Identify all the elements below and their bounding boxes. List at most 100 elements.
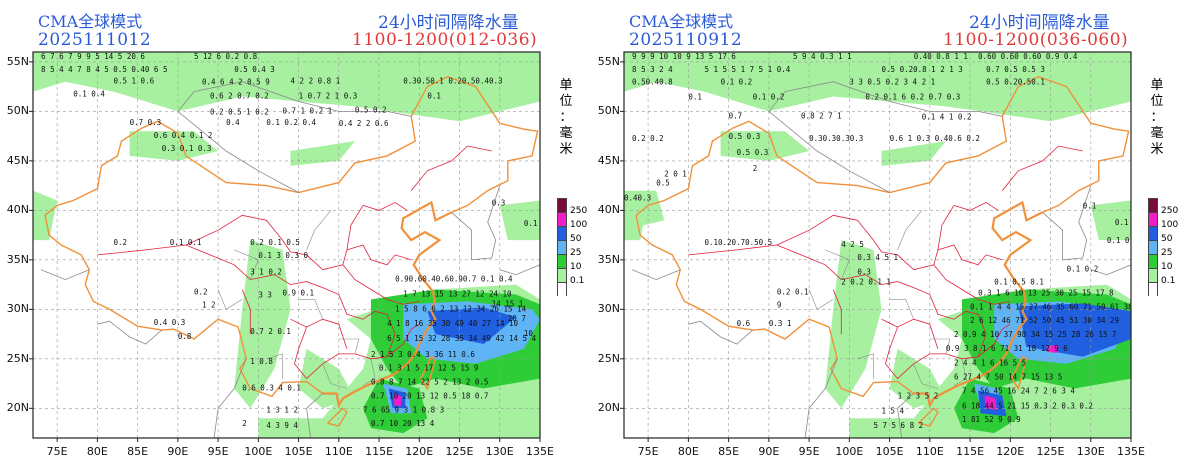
coastline [913, 200, 1043, 409]
precip-value: 0.3 [857, 268, 871, 277]
init-time: 2025110912 [629, 30, 743, 50]
legend-swatch [557, 254, 567, 268]
lat-label: 55N [597, 54, 620, 68]
lon-label: 115E [365, 445, 394, 458]
precip-value: 7 6 65 9 3 1 0.8 3 [363, 405, 444, 414]
precip-value: 9 9 9 10 10 9 13 5 17 6 [632, 52, 736, 61]
province-border [346, 205, 364, 250]
precip-value: 0.7 10 20 13 4 [371, 419, 435, 428]
precip-value: 0.7 2 0.1 [250, 327, 291, 336]
legend-swatch [1148, 226, 1158, 240]
model-name: CMA全球模式 [629, 12, 734, 31]
lon-label: 110E [324, 445, 353, 458]
province-border [185, 214, 283, 246]
precip-value: 2 4 4 1 6 16 5 5 [954, 359, 1026, 368]
precip-value: 0.5 0.2 [355, 105, 387, 114]
country-border [688, 320, 754, 345]
district-border [322, 363, 347, 389]
map-frame [623, 51, 1132, 439]
province-border [937, 244, 1003, 266]
precip-value: 2 0 1 [664, 170, 687, 179]
precip-value: 0.1 0.3 [524, 219, 556, 228]
country-border [631, 269, 681, 281]
national-border [44, 75, 539, 216]
lon-label: 135E [526, 445, 554, 458]
lat-label: 50N [6, 104, 29, 118]
national-border [635, 215, 915, 398]
lon-label: 120E [405, 445, 434, 458]
precip-value: 0.2 0.1 [777, 287, 809, 296]
district-border [889, 299, 914, 320]
precip-value: 1 2 3 5 2 [898, 391, 939, 400]
precip-value: 0.7 1 0.2 1 [282, 106, 332, 115]
province-border [346, 244, 412, 266]
precip-area [129, 131, 219, 161]
precip-value: 4 2 2 0.8 1 [291, 77, 341, 86]
precip-value: 8 5 3 2 4 [632, 65, 673, 74]
country-border [499, 264, 540, 276]
init-time: 2025111012 [38, 30, 152, 50]
national-border [44, 215, 324, 398]
precip-value: 6 27 4 7 50 14 7 15 13 5 [954, 373, 1062, 382]
country-border [451, 185, 501, 261]
district-border [857, 353, 874, 379]
district-border [808, 289, 834, 310]
precip-value: 1 81 52 9 0.9 [962, 415, 1021, 424]
precip-value: 0.6 2 0.7 0.2 [210, 92, 269, 101]
country-border [1042, 185, 1092, 261]
precip-value: 4 2 5 [841, 240, 864, 249]
district-border [217, 289, 243, 310]
precip-value: 4 3 9 4 [266, 421, 298, 430]
precip-value: 0.1 0.1 [170, 238, 202, 247]
precip-value: 0.2 [194, 287, 208, 296]
legend-label: 250 [570, 206, 588, 216]
precip-value: 1 5 8 6 6 2 13 12 34 26 15 14 [395, 304, 526, 313]
precip-value: 0.1 [1115, 218, 1129, 227]
lat-label: 50N [597, 104, 620, 118]
map-layer: 6 7 6 7 9 9 5 14 5 20 6 8 5 4 4 7 8 4 5 0… [33, 52, 556, 438]
precip-value: 0.5 1 0.6 [113, 77, 154, 86]
precip-value: 3 3 [258, 290, 272, 299]
country-border [1090, 264, 1131, 276]
precip-value: 2 [242, 419, 247, 428]
precip-value: 0.40 0.8 1 1 [914, 52, 968, 61]
precip-value: 2 0.2 0.1 1 [841, 278, 891, 287]
district-border [953, 358, 967, 386]
precip-value: 0.3 0.1 0.3 [162, 144, 212, 153]
valid-period: 1100-1200(012-036) [352, 30, 538, 50]
precip-value: 6 18 44 5 21 15 0.3 2 0.3 0.2 [962, 401, 1093, 410]
precip-value: 0.1 [427, 92, 441, 101]
precip-value: 0.5 0.3 [729, 132, 761, 141]
legend-swatch [557, 198, 567, 212]
precip-value: 5 1 5 5 1 7 5 1 0.4 [704, 65, 790, 74]
taiwan-coast [1011, 355, 1028, 391]
legend-label: 100 [1161, 220, 1179, 230]
panel-left: CMA全球模式 2025111012 24小时间隔降水量 1100-1200(0… [6, 12, 587, 458]
precip-value: 14 15 1 [492, 299, 524, 308]
lat-label: 35N [597, 252, 620, 266]
province-border [688, 244, 866, 281]
legend-label: 0.1 [1161, 276, 1176, 286]
lon-label: 125E [445, 445, 474, 458]
precip-area [752, 141, 793, 156]
color-legend: 250 100 50 25 10 0.1 [557, 198, 587, 296]
lon-label: 75E [637, 445, 659, 458]
color-legend: 250 100 50 25 10 0.1 [1148, 198, 1178, 296]
precip-value: 6 5 1 15 32 28 35 34 49 42 14 5 4 [387, 334, 536, 343]
precip-value: 0.4 0.3 [154, 318, 186, 327]
precip-value: 0.3 [492, 198, 506, 207]
lon-label: 105E [875, 445, 904, 458]
legend-label: 10 [570, 262, 582, 272]
precip-map: 6 7 6 7 9 9 5 14 5 20 6 8 5 4 4 7 8 4 5 0… [29, 51, 556, 442]
district-border [306, 210, 332, 251]
precip-value: 1 2 [202, 300, 216, 309]
province-border [937, 205, 955, 250]
precip-value: 0.1 0.2 [721, 78, 753, 87]
legend-swatch [1148, 212, 1158, 226]
country-border [768, 81, 1003, 193]
precip-value: 4 1 8 16 35 30 49 40 27 14 10 [387, 319, 518, 328]
lat-label: 25N [6, 351, 29, 365]
lon-label: 100E [244, 445, 273, 458]
precip-value: 0.8 2 7 1 [801, 111, 842, 120]
precip-value: 0.1 4 1 0.2 [922, 112, 972, 121]
